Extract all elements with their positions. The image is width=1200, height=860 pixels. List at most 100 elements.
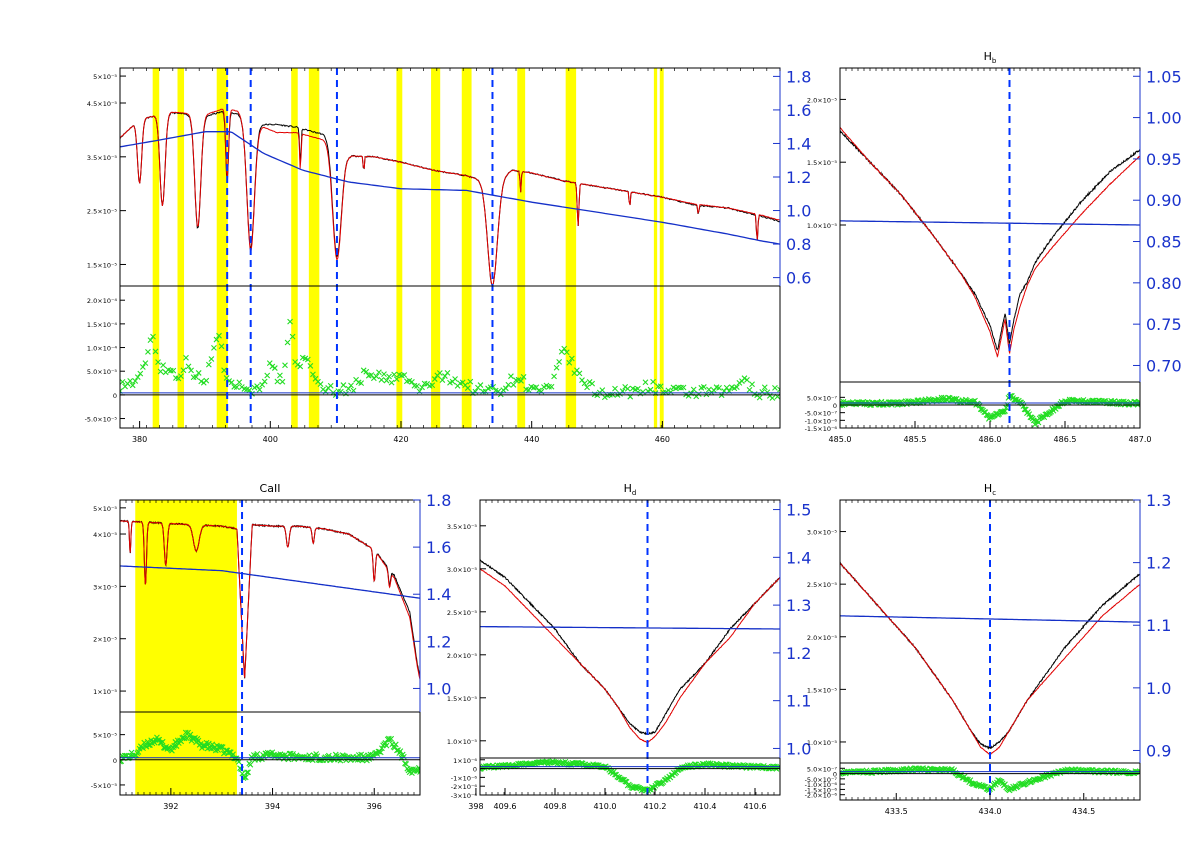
- residual-point: [381, 371, 387, 377]
- residual-point: [378, 376, 385, 383]
- panel-title-subscript: b: [992, 57, 997, 65]
- residual-point: [749, 381, 755, 388]
- residual-point: [680, 384, 687, 391]
- residual-tick-label: -1.5×10⁻⁶: [805, 786, 838, 794]
- residual-tick-label: -5×10⁻⁵: [91, 782, 118, 790]
- residual-point: [510, 382, 517, 388]
- right-y-tick-label: 1.2: [1146, 554, 1171, 573]
- right-y-tick-label: 0.95: [1146, 150, 1182, 169]
- y-tick-label: 3.0×10⁻⁵: [447, 566, 477, 574]
- mask-band: [308, 68, 320, 428]
- residual-tick-label: 5.0×10⁻⁷: [807, 394, 837, 402]
- x-tick-label: 380: [132, 435, 147, 444]
- residual-point: [393, 376, 400, 383]
- mask-band: [216, 68, 228, 428]
- residual-point: [508, 373, 514, 380]
- residual-point: [1011, 396, 1018, 403]
- residual-tick-label: -1.0×10⁻⁶: [805, 417, 838, 425]
- y-tick-label: 2.0×10⁻⁵: [447, 652, 477, 660]
- right-y-tick-label: 1.4: [426, 585, 451, 604]
- residual-point: [157, 368, 164, 375]
- x-tick-label: 398: [468, 802, 483, 811]
- residual-point: [135, 749, 142, 755]
- panel-H-gamma: 433.5 434.0 434.5 1.0×10⁻⁵ 1.5×10⁻⁵ 2.0×10⁻⁵ 2…: [805, 482, 1172, 816]
- x-tick-label: 487.0: [1129, 435, 1152, 444]
- residual-point: [407, 766, 414, 773]
- y-tick-label: 4×10⁻⁵: [93, 531, 117, 539]
- residual-point: [392, 741, 399, 748]
- residual-point: [134, 374, 141, 381]
- x-tick-label: 434.0: [979, 807, 1002, 816]
- residual-point: [612, 385, 618, 392]
- residual-point: [383, 377, 390, 384]
- residual-point: [277, 372, 283, 379]
- residual-point: [650, 378, 656, 385]
- right-y-tick-label: 1.6: [786, 101, 811, 120]
- mask-band: [565, 68, 577, 428]
- y-tick-label: 3.5×10⁻⁵: [447, 523, 477, 531]
- residual-point: [733, 384, 740, 391]
- y-tick-label: 5×10⁻⁵: [93, 505, 117, 513]
- residual-point: [377, 749, 384, 756]
- y-tick-label: 2×10⁻⁵: [93, 636, 117, 644]
- residual-tick-label: -5.0×10⁻⁷: [805, 776, 838, 784]
- residual-point: [290, 750, 296, 757]
- residual-point: [183, 354, 189, 361]
- residual-point: [409, 378, 415, 385]
- residual-point: [647, 386, 654, 393]
- residual-point: [159, 738, 166, 745]
- residual-tick-label: -5.0×10⁻⁷: [805, 410, 838, 418]
- residual-point: [415, 764, 420, 771]
- residual-point: [150, 333, 156, 340]
- right-y-tick-label: 1.05: [1146, 67, 1182, 86]
- residual-point: [386, 373, 392, 380]
- right-y-tick-label: 1.00: [1146, 109, 1182, 128]
- panel-title: Hc: [984, 482, 996, 497]
- panel-title: CaII: [260, 482, 281, 495]
- right-y-tick-label: 0.85: [1146, 233, 1182, 252]
- residual-point: [282, 362, 288, 369]
- residual-point: [376, 369, 382, 376]
- residual-point: [576, 370, 583, 377]
- x-tick-label: 410.4: [694, 802, 717, 811]
- residual-point: [464, 385, 471, 391]
- y-tick-label: 4.5×10⁻⁵: [87, 100, 117, 108]
- residual-point: [195, 370, 202, 376]
- model-spectrum: [840, 127, 1140, 358]
- residual-tick-label: 1×10⁻⁶: [453, 757, 477, 765]
- x-tick-label: 410.2: [644, 802, 667, 811]
- residual-point: [429, 382, 436, 389]
- residual-tick-label: 1.5×10⁻⁴: [87, 321, 117, 329]
- residual-point: [284, 339, 291, 346]
- residual-tick-label: 5.0×10⁻⁷: [807, 765, 837, 773]
- residual-point: [401, 372, 408, 378]
- residual-point: [178, 373, 184, 380]
- residual-tick-label: -1×10⁻⁶: [451, 774, 478, 782]
- y-tick-label: 1.0×10⁻⁵: [447, 738, 477, 746]
- right-y-tick-label: 1.0: [786, 202, 811, 221]
- residual-point: [419, 384, 425, 391]
- residual-tick-label: -2.0×10⁻⁶: [805, 792, 838, 800]
- residual-point: [142, 360, 149, 367]
- residual-point: [518, 378, 524, 384]
- residual-point: [640, 389, 646, 395]
- residual-point: [756, 394, 763, 401]
- mask-band: [659, 68, 664, 428]
- residual-point: [127, 378, 134, 384]
- residual-point: [439, 377, 446, 383]
- x-tick-label: 409.8: [544, 802, 567, 811]
- continuum-curve: [120, 565, 420, 599]
- residual-point: [764, 389, 771, 396]
- residual-point: [561, 345, 568, 352]
- observed-spectrum: [480, 558, 780, 736]
- mask-band: [653, 68, 658, 428]
- residual-point: [1021, 406, 1028, 413]
- residual-point: [221, 367, 227, 374]
- residual-point: [388, 735, 395, 742]
- residual-point: [156, 736, 163, 743]
- observed-spectrum: [840, 129, 1140, 351]
- residual-tick-label: 0: [473, 766, 477, 774]
- mask-band: [177, 68, 185, 428]
- residual-point: [266, 360, 273, 367]
- x-tick-label: 396: [367, 802, 382, 811]
